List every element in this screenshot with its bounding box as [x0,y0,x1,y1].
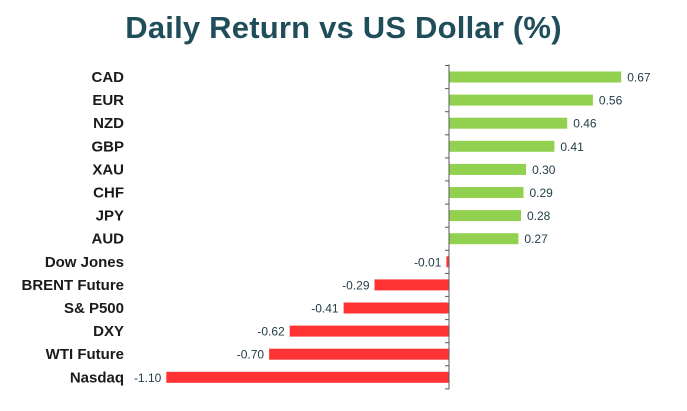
category-label-nzd: NZD [93,115,124,132]
category-label-s-p500: S& P500 [64,300,124,317]
bars-layer [166,71,622,383]
bar-cad [449,71,622,83]
value-label-nzd: 0.46 [573,117,597,131]
bar-brent-future [374,279,449,291]
bar-s-p500 [343,302,449,314]
category-label-chf: CHF [93,185,124,202]
bar-gbp [449,140,555,152]
value-label-xau: 0.30 [532,163,556,177]
category-label-gbp: GBP [91,138,124,155]
bar-nzd [449,117,568,129]
category-label-dow-jones: Dow Jones [45,254,124,271]
chart-title: Daily Return vs US Dollar (%) [125,10,562,45]
axis-layer [445,64,450,390]
labels-layer: CAD 0.67 EUR 0.56 NZD 0.46 GBP 0.41 XAU 0.30 CHF 0.… [22,69,651,386]
category-label-brent-future: BRENT Future [22,277,125,294]
category-label-cad: CAD [92,69,125,86]
category-label-xau: XAU [92,161,124,178]
bar-eur [449,94,593,106]
value-label-wti-future: -0.70 [237,348,265,362]
bar-xau [449,163,527,175]
category-label-nasdaq: Nasdaq [70,369,124,386]
value-label-dow-jones: -0.01 [414,255,442,269]
category-label-eur: EUR [92,92,124,109]
category-label-dxy: DXY [93,323,124,340]
bar-nasdaq [166,371,450,383]
value-label-chf: 0.29 [530,186,554,200]
value-label-eur: 0.56 [599,94,623,108]
bar-dxy [289,325,449,337]
value-label-gbp: 0.41 [560,140,584,154]
value-label-dxy: -0.62 [257,325,285,339]
value-label-jpy: 0.28 [527,209,551,223]
bar-aud [449,233,519,245]
value-label-aud: 0.27 [524,232,548,246]
bar-wti-future [269,348,449,360]
value-label-s-p500: -0.41 [311,302,339,316]
value-label-brent-future: -0.29 [342,278,370,292]
category-label-jpy: JPY [96,208,124,225]
category-label-wti-future: WTI Future [46,346,124,363]
bar-chf [449,187,524,198]
bar-jpy [449,210,521,222]
category-label-aud: AUD [92,231,125,248]
bar-dow-jones [446,256,449,268]
value-label-cad: 0.67 [627,71,651,85]
value-label-nasdaq: -1.10 [134,371,162,385]
